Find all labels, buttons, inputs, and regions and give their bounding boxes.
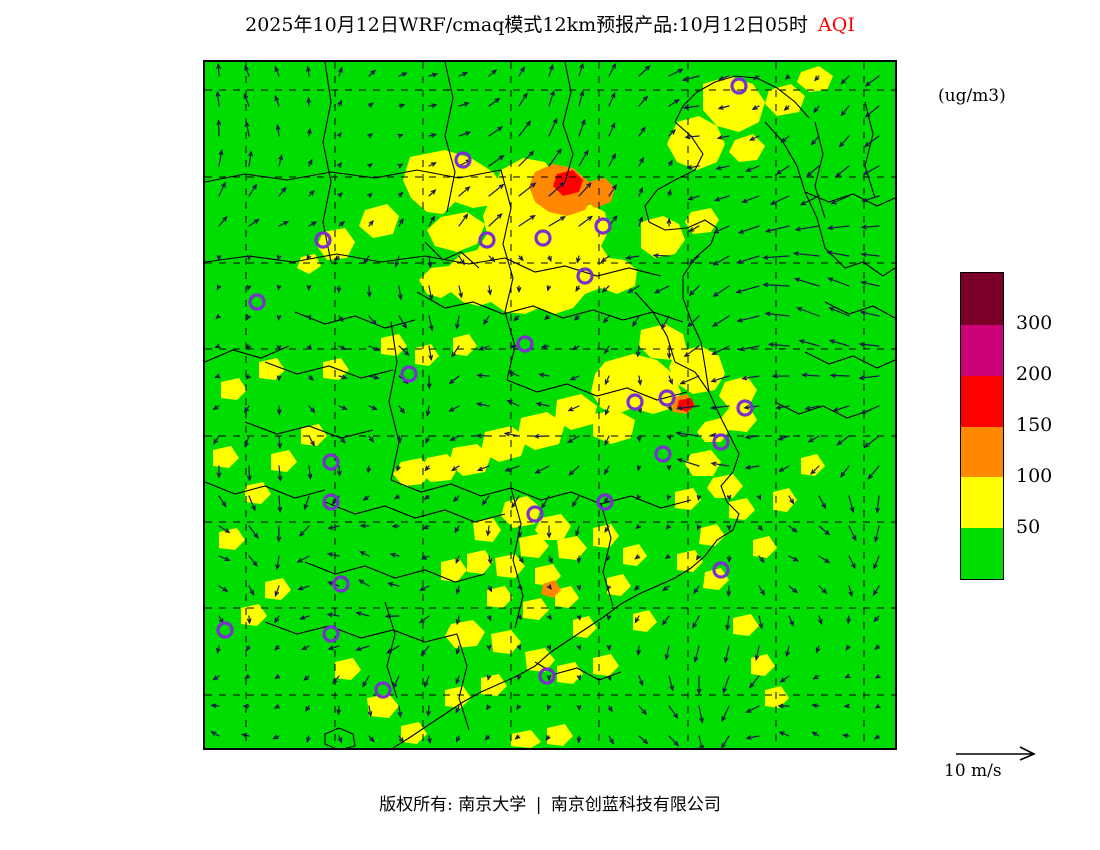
- lat-tick-23: [203, 695, 204, 697]
- colorbar-tick-300: 300: [1016, 311, 1053, 334]
- colorbar-band-300-plus[interactable]: [961, 273, 1003, 326]
- title-main-text: 2025年10月12日WRF/cmaq模式12km预报产品:10月12日05时: [245, 14, 809, 36]
- map-boundaries: [205, 62, 895, 748]
- colorbar-units-label: (ug/m3): [938, 86, 1006, 106]
- lat-tick-38: [203, 263, 204, 265]
- page-title: 2025年10月12日WRF/cmaq模式12km预报产品:10月12日05时 A…: [0, 10, 1100, 37]
- colorbar-tick-50: 50: [1016, 515, 1041, 538]
- map-gridlines: [205, 62, 895, 748]
- colorbar-tick-200: 200: [1016, 362, 1053, 385]
- footer-org2: 南京创蓝科技有限公司: [550, 795, 721, 815]
- lat-tick-29: [203, 522, 204, 524]
- wind-vector-field: [210, 62, 881, 748]
- map-canvas: [205, 62, 895, 748]
- forecast-map[interactable]: 44°N 41°N 38°N 35°N 32°N 29°N 26°N 23°N …: [203, 60, 897, 750]
- footer-prefix: 版权所有:: [379, 795, 453, 815]
- colorbar-band-150-200[interactable]: [961, 375, 1003, 427]
- footer-org1: 南京大学: [458, 795, 527, 815]
- colorbar-band-100-150[interactable]: [961, 426, 1003, 478]
- colorbar-tick-150: 150: [1016, 413, 1053, 436]
- lat-tick-41: [203, 177, 204, 179]
- colorbar-tick-100: 100: [1016, 464, 1053, 487]
- wind-reference-arrow-icon: [956, 746, 1036, 761]
- colorbar-band-200-300[interactable]: [961, 325, 1003, 376]
- lat-tick-44: [203, 90, 204, 92]
- wind-scale-key: 10 m/s: [944, 745, 1082, 781]
- colorbar-band-0-50[interactable]: [961, 528, 1003, 579]
- lat-tick-32: [203, 436, 204, 438]
- city-markers: [216, 77, 754, 699]
- lat-tick-35: [203, 349, 204, 351]
- colorbar-band-50-100[interactable]: [961, 477, 1003, 529]
- wind-scale-label: 10 m/s: [944, 761, 1002, 781]
- title-variable-text: AQI: [818, 14, 855, 36]
- footer-separator: |: [535, 795, 542, 815]
- colorbar[interactable]: [960, 272, 1004, 580]
- lat-tick-26: [203, 608, 204, 610]
- copyright-footer: 版权所有: 南京大学 | 南京创蓝科技有限公司: [0, 790, 1100, 815]
